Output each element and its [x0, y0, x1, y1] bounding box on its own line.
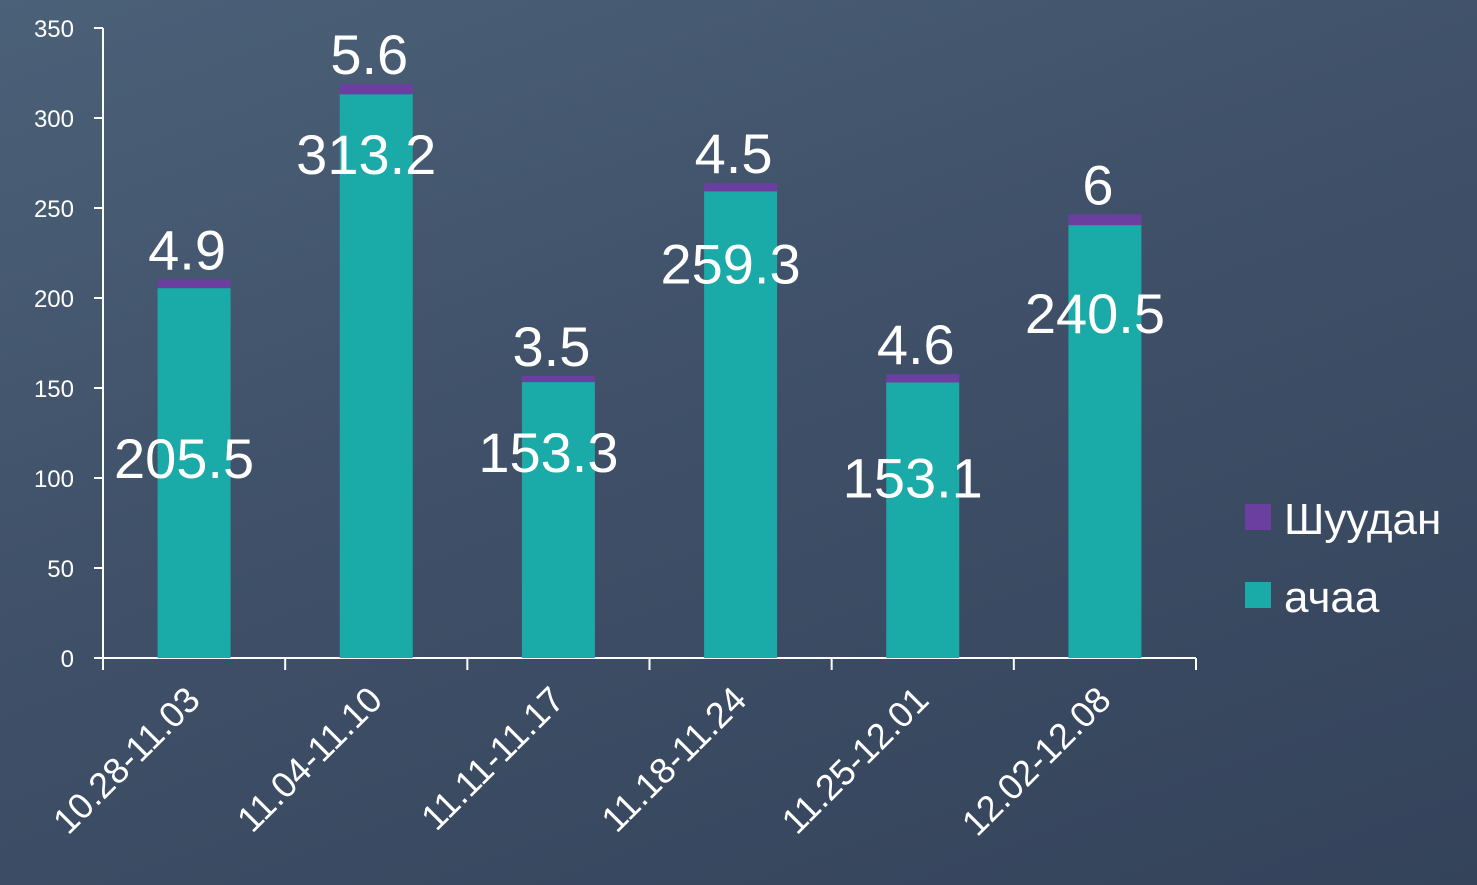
- bar-segment-achaa: [339, 94, 413, 659]
- legend-label: Шуудан: [1284, 495, 1441, 544]
- y-tick-label: 300: [34, 106, 74, 133]
- y-axis: 0 50 100 150 200 250 300 350: [34, 16, 104, 673]
- data-label-shuudan: 6: [1082, 153, 1113, 216]
- data-label-achaa: 259.3: [661, 232, 801, 295]
- data-label-achaa: 153.3: [478, 421, 618, 484]
- data-label-achaa: 240.5: [1025, 282, 1165, 345]
- legend: Шуудан ачаа: [1245, 495, 1441, 622]
- data-label-achaa: 153.1: [843, 446, 983, 509]
- x-category-label: 12.02-12.08: [954, 679, 1119, 844]
- bar-segment-achaa: [704, 191, 778, 658]
- y-tick-label: 50: [47, 556, 74, 583]
- data-label-shuudan: 4.9: [148, 218, 226, 281]
- y-tick-label: 350: [34, 16, 74, 43]
- data-label-achaa: 205.5: [114, 427, 254, 490]
- y-tick-label: 0: [61, 646, 74, 673]
- bar-segment-shuudan: [157, 279, 231, 289]
- x-category-label: 11.18-11.24: [593, 679, 754, 840]
- x-axis: 10.28-11.03 11.04-11.10 11.11-11.17 11.18-1…: [45, 657, 1197, 844]
- legend-swatch: [1245, 582, 1271, 608]
- legend-label: ачаа: [1284, 573, 1380, 622]
- data-labels: 4.9 205.5 5.6 313.2 3.5 153.3 4.5 259.3 4.6 153.1…: [114, 23, 1165, 509]
- y-tick-label: 250: [34, 196, 74, 223]
- y-tick-label: 100: [34, 466, 74, 493]
- data-label-shuudan: 4.5: [695, 122, 773, 185]
- bar-segment-achaa: [1068, 225, 1142, 658]
- legend-swatch: [1245, 504, 1271, 530]
- data-label-achaa: 313.2: [296, 123, 436, 186]
- bar-segment-shuudan: [704, 183, 778, 192]
- bar-segment-shuudan: [1068, 214, 1142, 226]
- data-label-shuudan: 4.6: [877, 313, 955, 376]
- bar-segment-shuudan: [339, 84, 413, 95]
- x-category-label: 10.28-11.03: [45, 679, 208, 842]
- y-tick-label: 200: [34, 286, 74, 313]
- data-label-shuudan: 3.5: [512, 315, 590, 378]
- x-category-label: 11.11-11.17: [413, 679, 572, 838]
- bar-segment-achaa: [886, 382, 960, 658]
- bar-segment-achaa: [157, 288, 231, 658]
- bar-segment-achaa: [521, 382, 595, 658]
- bars: [157, 84, 1142, 659]
- x-category-label: 11.25-12.01: [773, 679, 936, 842]
- x-category-label: 11.04-11.10: [229, 679, 390, 840]
- bar-segment-shuudan: [886, 374, 960, 383]
- data-label-shuudan: 5.6: [330, 23, 408, 86]
- y-tick-label: 150: [34, 376, 74, 403]
- bar-segment-shuudan: [521, 375, 595, 383]
